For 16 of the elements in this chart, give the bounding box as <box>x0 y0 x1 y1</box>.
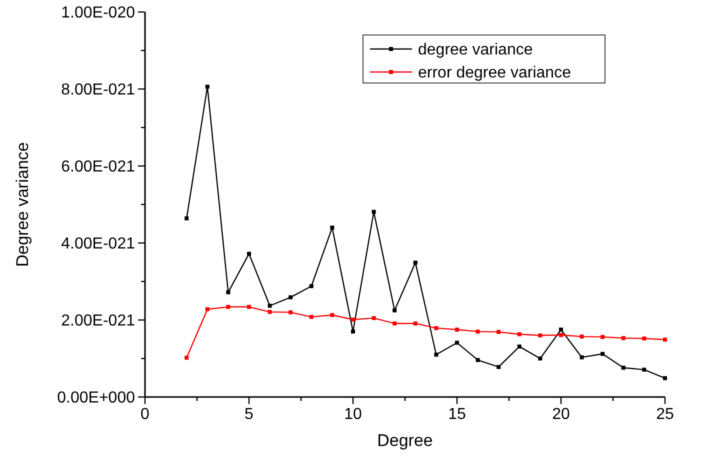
legend-label: error degree variance <box>418 64 572 82</box>
x-tick-label: 0 <box>140 406 150 423</box>
x-tick-label: 10 <box>344 406 362 423</box>
y-tick-label: 0.00E+000 <box>57 390 136 407</box>
y-tick-label: 8.00E-021 <box>61 82 136 99</box>
x-tick-label: 5 <box>244 406 254 423</box>
x-tick-label: 25 <box>656 406 674 423</box>
y-axis-title: Degree variance <box>13 142 32 267</box>
x-tick-label: 20 <box>552 406 570 423</box>
y-tick-label: 4.00E-021 <box>61 236 136 253</box>
legend-label: degree variance <box>418 42 533 59</box>
x-axis-title: Degree <box>377 431 433 450</box>
y-tick-label: 2.00E-021 <box>61 312 136 330</box>
y-tick-label: 1.00E-020 <box>61 4 136 22</box>
y-tick-label: 6.00E-021 <box>61 158 136 176</box>
x-tick-label: 15 <box>448 406 466 423</box>
